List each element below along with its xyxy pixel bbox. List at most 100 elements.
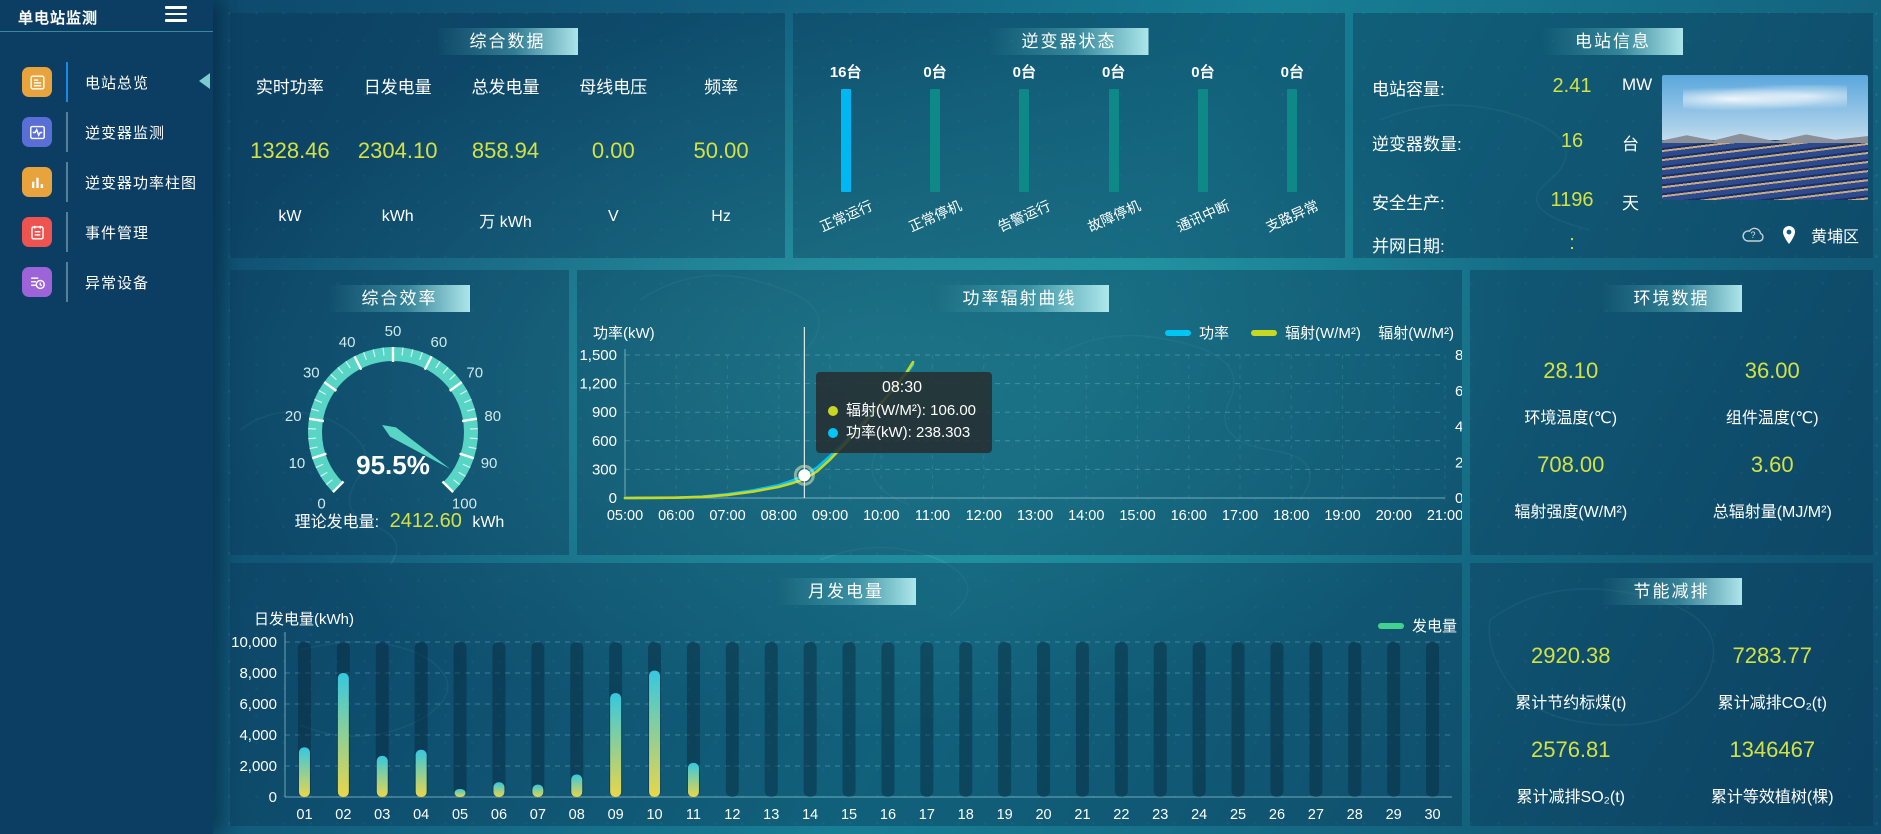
stat-label: 实时功率 (255, 78, 324, 97)
svg-text:?: ? (1750, 230, 1755, 240)
bar-shadow-24 (1192, 642, 1206, 797)
gauge-tick (311, 452, 327, 460)
panel-title: 节能减排 (1601, 578, 1742, 605)
sidebar-collapse-arrow-icon[interactable] (199, 73, 210, 89)
stat-value: 1328.46 (250, 138, 330, 163)
sidebar-item-2[interactable]: 逆变器功率柱图 (0, 157, 213, 207)
bar-day-04[interactable] (415, 749, 427, 797)
bar-shadow-14 (803, 642, 817, 797)
gauge-tick-label: 0 (317, 495, 325, 512)
right-axis-label: 辐射(W/M²) (1378, 325, 1454, 342)
monthly-y-axis-label: 日发电量(kWh) (254, 611, 354, 628)
bar-day-11[interactable] (687, 762, 699, 797)
stat-label: 总辐射量(MJ/M²) (1712, 504, 1832, 521)
legend-item-辐射(W/M²)[interactable]: 辐射(W/M²) (1251, 322, 1361, 343)
x-tick: 13 (763, 807, 779, 823)
gauge-tick (461, 417, 478, 423)
station-location[interactable]: 黄埔区 (1811, 229, 1860, 246)
sidebar-item-1[interactable]: 逆变器监测 (0, 107, 213, 157)
inverter-state-2[interactable]: 0台 告警运行 (980, 61, 1069, 235)
tooltip-time: 08:30 (881, 379, 923, 396)
inverter-state-3[interactable]: 0台 故障停机 (1069, 61, 1158, 235)
inverter-state-1[interactable]: 0台 正常停机 (890, 61, 979, 235)
x-tick: 18 (958, 807, 974, 823)
inverter-state-5[interactable]: 0台 支路异常 (1248, 61, 1337, 235)
stat-value: 3.60 (1750, 452, 1794, 477)
x-tick: 10 (646, 807, 662, 823)
bar-day-02[interactable] (337, 673, 349, 797)
stat-label: 日发电量 (363, 78, 432, 97)
stat-label: 环境温度(℃) (1524, 410, 1618, 427)
station-info-row-1: 逆变器数量: 16 台 (1372, 130, 1712, 154)
stat-label: 组件温度(℃) (1725, 410, 1819, 427)
x-tick: 19 (997, 807, 1013, 823)
y-tick: 10,000 (231, 634, 277, 651)
sidebar-header: 单电站监测 (0, 0, 213, 32)
panel-energy-saving: 节能减排 2920.38 累计节约标煤(t) 7283.77 累计减排CO₂(t) 25… (1470, 563, 1873, 826)
inverter-state-4[interactable]: 0台 通讯中断 (1158, 61, 1247, 235)
gauge-tick-label: 20 (285, 408, 302, 425)
bar-day-05[interactable] (454, 788, 466, 797)
stat-label: 累计等效植树(棵) (1710, 789, 1834, 806)
gauge-tick (401, 347, 404, 356)
bar-day-08[interactable] (571, 774, 583, 797)
x-tick: 09 (608, 807, 624, 823)
x-tick: 06:00 (658, 508, 694, 524)
bar-day-06[interactable] (493, 782, 505, 797)
monthly-generation-chart[interactable]: 0 2,000 4,000 6,000 8,000 10,000 01 02 03 04 05 06 0… (230, 563, 1462, 826)
panel-title: 环境数据 (1601, 285, 1742, 312)
bar-day-09[interactable] (610, 693, 622, 797)
gauge-tick (410, 349, 414, 358)
legend-item-功率[interactable]: 功率 (1165, 322, 1229, 343)
gauge-tick (330, 373, 337, 381)
bar-day-10[interactable] (649, 670, 661, 797)
x-tick: 09:00 (812, 508, 848, 524)
power-radiation-chart[interactable]: 0 300 600 900 1,200 1,500 0 200 400 600 800 05:00 06… (577, 270, 1480, 555)
generation-legend[interactable]: 发电量 (1378, 615, 1457, 636)
x-tick: 15 (841, 807, 857, 823)
gauge-tick (320, 471, 328, 477)
bar-day-07[interactable] (532, 784, 544, 797)
panel-title: 逆变器状态 (989, 28, 1149, 55)
y-right-tick: 0 (1455, 490, 1462, 507)
hamburger-menu-icon[interactable] (165, 6, 187, 24)
generation-legend-swatch (1378, 622, 1404, 629)
station-row-value: 16 (1560, 130, 1584, 152)
bar-day-03[interactable] (376, 755, 388, 797)
stat-unit: Hz (711, 208, 731, 225)
sidebar-item-3[interactable]: 事件管理 (0, 207, 213, 257)
x-tick: 02 (335, 807, 351, 823)
inverter-count: 0台 (1280, 64, 1304, 81)
x-tick: 08:00 (761, 508, 797, 524)
stat-label: 累计减排CO₂(t) (1717, 695, 1827, 712)
env-stats-cell-1: 36.00 组件温度(℃) (1672, 358, 1874, 452)
panel-power-radiation-curve: 功率辐射曲线 功率(kW) 功率 辐射(W/M²) 辐射(W/M²) 0 300 60… (577, 270, 1480, 555)
efficiency-gauge[interactable]: 0 10 20 30 40 50 60 70 80 90 100 95.5% (230, 270, 569, 555)
x-tick: 04 (413, 807, 429, 823)
bar-shadow-28 (1348, 642, 1362, 797)
x-tick: 14 (802, 807, 818, 823)
x-tick: 17:00 (1222, 508, 1258, 524)
x-tick: 13:00 (1017, 508, 1053, 524)
sidebar-item-label: 电站总览 (85, 74, 150, 92)
weather-cloud-icon[interactable]: ? (1741, 225, 1767, 245)
station-info-row-3: 并网日期: : (1372, 232, 1712, 256)
event-management-icon (22, 217, 52, 247)
sidebar-item-0[interactable]: 电站总览 (0, 57, 213, 107)
x-tick: 27 (1308, 807, 1324, 823)
sidebar-item-4[interactable]: 异常设备 (0, 257, 213, 307)
gauge-tick-label: 100 (452, 495, 477, 512)
saving-stats-cell-2: 2576.81 累计减排SO₂(t) (1470, 737, 1672, 831)
x-tick: 21:00 (1427, 508, 1462, 524)
x-tick: 25 (1230, 807, 1246, 823)
tooltip-row: 功率(kW): 238.303 (828, 422, 976, 444)
inverter-state-label: 故障停机 (1084, 197, 1143, 235)
stat-value: 28.10 (1543, 358, 1599, 383)
inverter-state-0[interactable]: 16台 正常运行 (801, 61, 890, 235)
bar-day-01[interactable] (298, 747, 310, 797)
gauge-tick (441, 480, 454, 493)
panel-title: 月发电量 (776, 578, 916, 605)
summary-stat-1: 日发电量 2304.10 kWh (344, 13, 452, 258)
location-pin-icon[interactable] (1781, 225, 1797, 245)
y-left-tick: 1,200 (579, 376, 617, 393)
